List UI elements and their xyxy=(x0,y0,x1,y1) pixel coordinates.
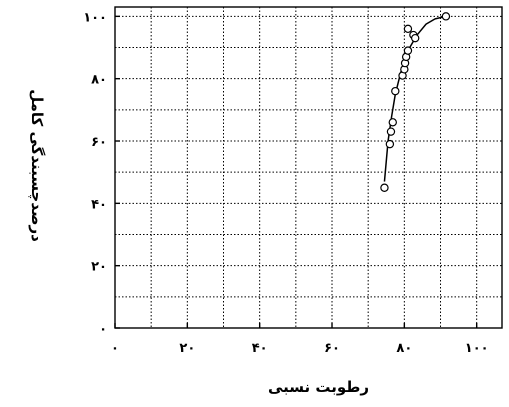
data-point xyxy=(403,46,413,55)
x-tick-label: ۶۰ xyxy=(324,341,340,356)
tick-layer: ۰ ۲۰ ۴۰ ۶۰ ۸۰ ۱۰۰ ۰ ۲۰ ۴۰ ۶۰ ۸۰ ۱۰۰ xyxy=(83,10,488,356)
data-point xyxy=(403,24,413,34)
point-layer xyxy=(380,12,451,192)
x-tick-label: ۲۰ xyxy=(179,341,195,356)
y-tick-label: ۸۰ xyxy=(91,73,107,88)
x-tick-label: ۱۰۰ xyxy=(465,341,489,356)
data-point xyxy=(385,139,395,149)
data-point xyxy=(410,33,420,43)
y-axis-title: درصدچسبندگی کامل xyxy=(27,89,46,242)
data-point xyxy=(441,12,451,21)
x-tick-label: ۴۰ xyxy=(252,341,268,356)
grid-layer xyxy=(115,7,502,328)
data-point xyxy=(386,127,396,136)
data-point xyxy=(380,183,389,192)
y-tick-label: ۶۰ xyxy=(91,135,107,150)
y-tick-label: ۲۰ xyxy=(91,260,107,275)
data-point xyxy=(388,118,397,127)
y-tick-label: ۴۰ xyxy=(91,197,107,212)
plot-frame xyxy=(114,6,503,329)
y-tick-label: ۱۰۰ xyxy=(83,10,107,25)
x-tick-label: ۸۰ xyxy=(396,341,412,356)
data-point xyxy=(391,86,400,96)
y-tick-label: ۰ xyxy=(99,322,107,337)
x-tick-label: ۰ xyxy=(111,341,119,356)
x-axis-title: رطوبت نسبی xyxy=(268,378,369,396)
